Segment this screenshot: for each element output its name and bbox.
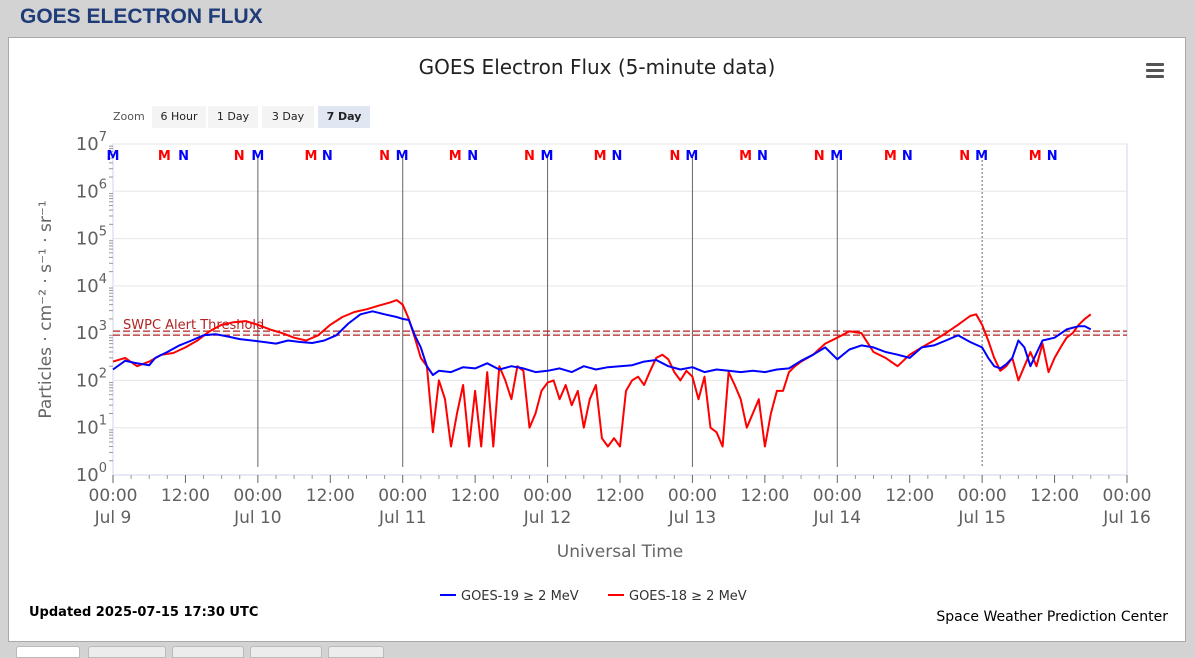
y-tick-label: 105 [76, 225, 107, 250]
x-tick-time: 00:00 [89, 486, 138, 506]
mn-marker: N [1047, 149, 1058, 164]
mn-marker: N [959, 149, 970, 164]
series-line-goes18 [112, 299, 1092, 448]
x-tick-time: 12:00 [885, 486, 934, 506]
x-tick-time: 12:00 [1030, 486, 1079, 506]
y-tick-label: 104 [76, 272, 107, 297]
x-tick-time: 00:00 [813, 486, 862, 506]
mn-marker: M [158, 149, 171, 164]
y-axis-title: Particles · cm⁻² · s⁻¹ · sr⁻¹ [36, 200, 56, 418]
zoom-3-day-button[interactable]: 3 Day [262, 106, 314, 128]
chart-title: GOES Electron Flux (5-minute data) [418, 55, 776, 79]
mn-marker: N [814, 149, 825, 164]
plot-area [112, 143, 1128, 476]
x-tick-date: Jul 14 [813, 508, 862, 528]
x-tick-time: 00:00 [668, 486, 717, 506]
zoom-6-hour-button[interactable]: 6 Hour [152, 106, 206, 128]
bottom-tab-bar [16, 646, 396, 658]
zoom-label: Zoom [113, 110, 145, 123]
mn-marker: M [1029, 149, 1042, 164]
mn-marker: N [379, 149, 390, 164]
page-title: GOES ELECTRON FLUX [20, 5, 263, 28]
credit-text: Space Weather Prediction Center [936, 609, 1168, 625]
mn-marker: M [739, 149, 752, 164]
zoom-1-day-button[interactable]: 1 Day [208, 106, 258, 128]
series-line-goes19 [112, 310, 1092, 376]
page-header: GOES ELECTRON FLUX [0, 0, 1195, 36]
x-tick-date: Jul 11 [378, 508, 427, 528]
tab-3[interactable] [172, 646, 244, 658]
x-tick-date: Jul 16 [1102, 508, 1151, 528]
hamburger-menu-icon[interactable] [1146, 63, 1164, 79]
y-tick-label: 101 [76, 414, 107, 439]
x-tick-date: Jul 13 [668, 508, 717, 528]
mn-marker: N [178, 149, 189, 164]
x-tick-time: 00:00 [1103, 486, 1152, 506]
x-tick-date: Jul 9 [94, 508, 132, 528]
x-tick-time: 12:00 [740, 486, 789, 506]
legend-label-goes18: GOES-18 ≥ 2 MeV [629, 589, 747, 604]
mn-marker: N [669, 149, 680, 164]
mn-marker: M [540, 149, 553, 164]
mn-marker: M [975, 149, 988, 164]
y-tick-label: 103 [76, 319, 107, 344]
tab-5[interactable] [328, 646, 384, 658]
threshold-label: SWPC Alert Threshold [123, 318, 264, 333]
zoom-7-day-button[interactable]: 7 Day [318, 106, 370, 128]
x-tick-time: 00:00 [958, 486, 1007, 506]
legend-label-goes19: GOES-19 ≥ 2 MeV [461, 589, 579, 604]
x-tick-date: Jul 15 [957, 508, 1006, 528]
updated-timestamp: Updated 2025-07-15 17:30 UTC [29, 605, 259, 620]
mn-marker: M [830, 149, 843, 164]
y-tick-label: 100 [76, 461, 107, 486]
mn-marker: M [305, 149, 318, 164]
x-tick-date: Jul 12 [523, 508, 572, 528]
x-tick-time: 12:00 [306, 486, 355, 506]
mn-marker: N [612, 149, 623, 164]
x-tick-time: 12:00 [161, 486, 210, 506]
x-tick-time: 00:00 [523, 486, 572, 506]
mn-marker: M [107, 149, 120, 164]
chart-panel: GOES Electron Flux (5-minute data) Zoom … [8, 37, 1186, 642]
x-tick-date: Jul 10 [233, 508, 282, 528]
mn-marker: N [902, 149, 913, 164]
mn-marker: N [467, 149, 478, 164]
mn-marker: M [396, 149, 409, 164]
y-tick-label: 102 [76, 366, 107, 391]
mn-marker: N [322, 149, 333, 164]
x-tick-time: 00:00 [378, 486, 427, 506]
mn-marker: M [594, 149, 607, 164]
mn-marker: M [685, 149, 698, 164]
mn-marker: N [524, 149, 535, 164]
mn-marker: M [251, 149, 264, 164]
mn-marker: N [234, 149, 245, 164]
x-tick-time: 12:00 [596, 486, 645, 506]
x-tick-time: 00:00 [233, 486, 282, 506]
tab-2[interactable] [88, 646, 166, 658]
y-tick-label: 107 [76, 130, 107, 155]
mn-marker: M [449, 149, 462, 164]
x-tick-time: 12:00 [451, 486, 500, 506]
tab-1[interactable] [16, 646, 80, 658]
mn-marker: M [884, 149, 897, 164]
mn-marker: N [757, 149, 768, 164]
tab-4[interactable] [250, 646, 322, 658]
x-axis-title: Universal Time [557, 542, 683, 562]
y-tick-label: 106 [76, 177, 107, 202]
